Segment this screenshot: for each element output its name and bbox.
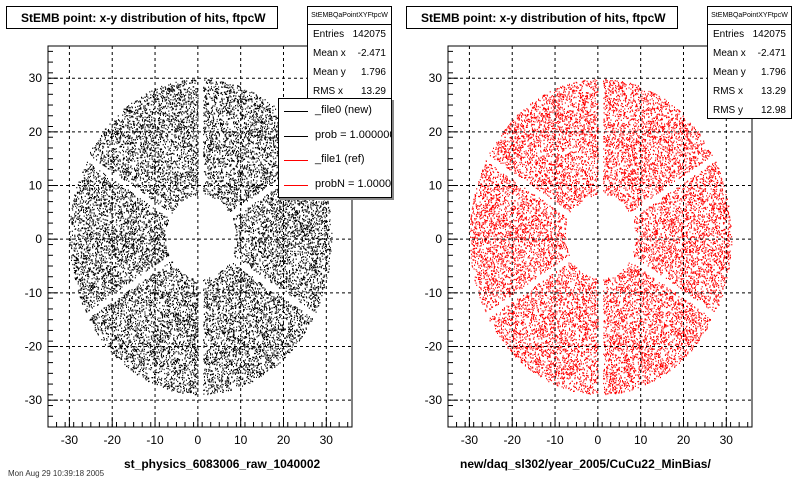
legend-line-swatch [284, 160, 308, 161]
y-tick-label: 20 [29, 125, 43, 139]
stats-row-mean-y: Mean y 1.796 [708, 63, 791, 82]
x-axis-label-left: st_physics_6083006_raw_1040002 [124, 457, 321, 471]
chart-title-left: StEMB point: x-y distribution of hits, f… [6, 6, 278, 29]
x-tick-label: -10 [146, 433, 164, 447]
chart-panel-left: -30 -20 -10 0 10 20 30 -30 -20 -10 0 10 20 30 StEMB p… [6, 6, 392, 471]
y-tick-label: 10 [429, 179, 443, 193]
stats-label: RMS x [713, 86, 743, 97]
stats-value: 142075 [352, 29, 386, 40]
stats-label: Mean x [713, 48, 746, 59]
stats-row-rms-x: RMS x 13.29 [708, 82, 791, 101]
legend-line-swatch [284, 184, 308, 186]
stats-row-mean-y: Mean y 1.796 [308, 63, 391, 82]
stats-row-entries: Entries 142075 [308, 25, 391, 44]
stats-value: 1.796 [760, 67, 786, 78]
y-tick-label: -30 [425, 393, 443, 407]
x-tick-label: -30 [461, 433, 479, 447]
y-tick-label: -30 [25, 393, 43, 407]
legend: _file0 (new) prob = 1.000000 _file1 (ref… [278, 98, 392, 198]
y-tick-label: -20 [425, 340, 443, 354]
footer-timestamp: Mon Aug 29 10:39:18 2005 [8, 469, 105, 478]
stats-value: 13.29 [760, 86, 786, 97]
y-tick-label: -10 [425, 286, 443, 300]
plot-frame [447, 45, 753, 428]
legend-label: probN = 1.000000 [315, 177, 392, 190]
legend-entry: _file0 (new) [279, 99, 391, 124]
x-tick-label: 20 [677, 433, 691, 447]
stats-label: RMS y [713, 105, 743, 116]
scatter-plot-right: -30 -20 -10 0 10 20 30 -30 -20 -10 0 10 20 30 [425, 45, 753, 447]
x-tick-label: -10 [546, 433, 564, 447]
x-tick-label: 10 [634, 433, 648, 447]
legend-entry: _file1 (ref) [279, 148, 391, 173]
x-tick-label: 20 [277, 433, 291, 447]
x-axis-label-right: new/daq_sl302/year_2005/CuCu22_MinBias/ [460, 457, 711, 471]
x-tick-label: 10 [234, 433, 248, 447]
y-tick-label: -20 [25, 340, 43, 354]
y-tick-label: -10 [25, 286, 43, 300]
stats-row-entries: Entries 142075 [708, 25, 791, 44]
legend-label: _file1 (ref) [315, 153, 365, 165]
x-tick-label: -30 [61, 433, 79, 447]
legend-line-swatch [284, 111, 308, 112]
stats-label: Entries [713, 29, 745, 40]
stats-value: -2.471 [357, 48, 386, 59]
stats-value: -2.471 [757, 48, 786, 59]
y-tick-label: 30 [29, 71, 43, 85]
stats-label: Entries [313, 29, 345, 40]
legend-line-swatch [284, 135, 308, 137]
legend-entry: prob = 1.000000 [279, 124, 391, 149]
y-tick-label: 30 [429, 71, 443, 85]
chart-panel-right: -30 -20 -10 0 10 20 30 -30 -20 -10 0 10 20 30 StEMB p… [400, 0, 800, 480]
stats-value: 1.796 [360, 67, 386, 78]
stats-label: Mean y [313, 67, 346, 78]
grid [448, 46, 752, 427]
x-tick-label: -20 [504, 433, 522, 447]
stats-row-rms-x: RMS x 13.29 [308, 82, 391, 101]
legend-label: prob = 1.000000 [315, 128, 392, 141]
legend-entry: probN = 1.000000 [279, 173, 391, 198]
x-tick-label: 30 [720, 433, 734, 447]
stats-box-left: StEMBQaPointXYFtpcW Entries 142075 Mean … [307, 6, 392, 100]
hit-points [69, 79, 333, 396]
y-tick-label: 0 [435, 232, 442, 246]
y-tick-label: 10 [29, 179, 43, 193]
stats-row-rms-y: RMS y 12.98 [708, 101, 791, 120]
stats-value: 142075 [752, 29, 786, 40]
x-tick-label: -20 [104, 433, 122, 447]
stats-name: StEMBQaPointXYFtpcW [708, 7, 791, 25]
y-tick-label: 0 [35, 232, 42, 246]
legend-label: _file0 (new) [315, 104, 372, 116]
stats-box-right: StEMBQaPointXYFtpcW Entries 142075 Mean … [707, 6, 792, 119]
stats-label: Mean y [713, 67, 746, 78]
chart-title-right: StEMB point: x-y distribution of hits, f… [406, 6, 678, 29]
stats-value: 13.29 [360, 86, 386, 97]
stats-label: RMS x [313, 86, 343, 97]
stats-name: StEMBQaPointXYFtpcW [308, 7, 391, 25]
stats-row-mean-x: Mean x -2.471 [708, 44, 791, 63]
x-tick-label: 0 [195, 433, 202, 447]
x-tick-label: 30 [320, 433, 334, 447]
stats-label: Mean x [313, 48, 346, 59]
y-tick-label: 20 [429, 125, 443, 139]
x-tick-label: 0 [595, 433, 602, 447]
stats-row-mean-x: Mean x -2.471 [308, 44, 391, 63]
stats-value: 12.98 [760, 105, 786, 116]
